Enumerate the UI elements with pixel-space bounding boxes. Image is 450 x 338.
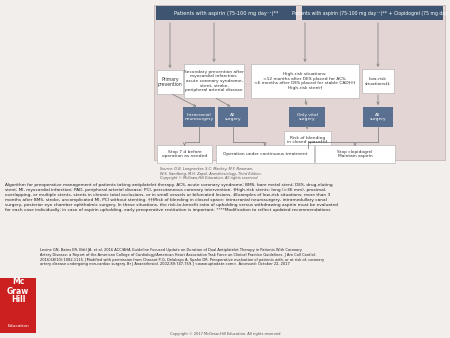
Text: Risk of bleeding
in closed space†††: Risk of bleeding in closed space††† bbox=[287, 136, 328, 144]
FancyBboxPatch shape bbox=[156, 6, 296, 20]
Text: High-risk situations:
<12 months after DES placed for ACS,
<6 months after DES p: High-risk situations: <12 months after D… bbox=[254, 72, 356, 90]
Text: All
surgery: All surgery bbox=[370, 113, 386, 121]
Text: Low-risk
situations‡‡: Low-risk situations‡‡ bbox=[365, 77, 391, 85]
Text: Intracranial
neurosurgery: Intracranial neurosurgery bbox=[184, 113, 214, 121]
FancyBboxPatch shape bbox=[289, 107, 325, 127]
Text: Secondary prevention after
myocardial infarction,
acute coronary syndrome,
stent: Secondary prevention after myocardial in… bbox=[184, 70, 244, 92]
Text: Primary
prevention: Primary prevention bbox=[158, 77, 182, 88]
FancyBboxPatch shape bbox=[284, 131, 331, 149]
FancyBboxPatch shape bbox=[157, 145, 212, 163]
FancyBboxPatch shape bbox=[315, 145, 395, 163]
FancyBboxPatch shape bbox=[183, 107, 215, 127]
FancyBboxPatch shape bbox=[154, 5, 445, 160]
FancyBboxPatch shape bbox=[363, 107, 393, 127]
Text: Source: D.B. Longnecker, S.C. Mackey, M.F. Newman,
W.S. Sandberg, M.H. Zapol. An: Source: D.B. Longnecker, S.C. Mackey, M.… bbox=[160, 167, 262, 180]
Text: All
surgery: All surgery bbox=[225, 113, 241, 121]
FancyBboxPatch shape bbox=[0, 278, 36, 333]
Text: Education: Education bbox=[7, 324, 29, 328]
Text: Patients with aspirin (75-100 mg day⁻¹)** + Clopidogrel (75 mg day⁻¹): Patients with aspirin (75-100 mg day⁻¹)*… bbox=[292, 10, 450, 16]
Text: Stop clopidogrel
Maintain aspirin: Stop clopidogrel Maintain aspirin bbox=[337, 150, 373, 158]
Text: Copyright © 2017 McGraw-Hill Education. All rights reserved: Copyright © 2017 McGraw-Hill Education. … bbox=[170, 332, 280, 336]
FancyBboxPatch shape bbox=[184, 64, 244, 98]
Text: Stop 7 d before
operation as needed: Stop 7 d before operation as needed bbox=[162, 150, 207, 158]
Text: Algorithm for preoperative management of patients taking antiplatelet therapy. A: Algorithm for preoperative management of… bbox=[5, 183, 338, 212]
FancyBboxPatch shape bbox=[157, 70, 183, 94]
FancyBboxPatch shape bbox=[251, 64, 359, 98]
Text: Patients with aspirin (75-100 mg day⁻¹)**: Patients with aspirin (75-100 mg day⁻¹)*… bbox=[174, 10, 278, 16]
Text: Levine GN, Bates ER, Bittl JA, et al. 2016 ACC/AHA Guideline Focused Update on D: Levine GN, Bates ER, Bittl JA, et al. 20… bbox=[40, 248, 324, 266]
FancyBboxPatch shape bbox=[216, 145, 314, 163]
Text: Only vital
surgery: Only vital surgery bbox=[297, 113, 317, 121]
FancyBboxPatch shape bbox=[362, 69, 394, 93]
FancyBboxPatch shape bbox=[302, 6, 443, 20]
FancyBboxPatch shape bbox=[218, 107, 248, 127]
Text: Mc
Graw
Hill: Mc Graw Hill bbox=[7, 277, 29, 305]
Text: Operation under continuous treatment: Operation under continuous treatment bbox=[223, 152, 307, 156]
